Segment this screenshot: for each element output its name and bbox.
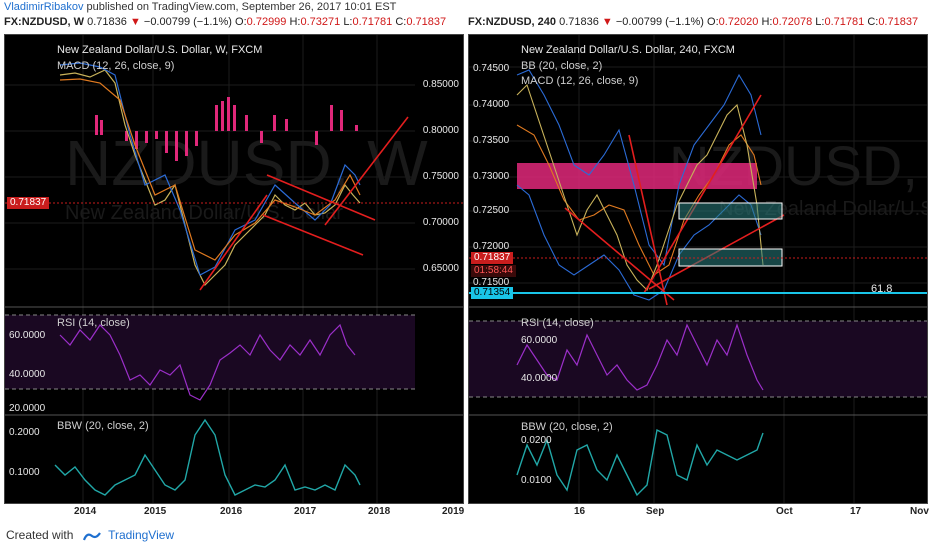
left-change: −0.00799 (−1.1%) (143, 16, 232, 28)
right-x-tick: Nov (910, 506, 929, 517)
right-bbw-label[interactable]: BBW (20, close, 2) (521, 421, 613, 433)
right-low: 0.71781 (824, 16, 865, 28)
left-price-series (59, 69, 361, 287)
right-x-tick: 16 (574, 506, 586, 517)
publication-header: VladimirRibakov published on TradingView… (0, 0, 932, 14)
left-x-tick: 2015 (144, 506, 167, 517)
footer: Created with TradingView (6, 528, 174, 542)
trendlines (199, 116, 409, 291)
left-price-tick: 0.80000 (422, 125, 459, 136)
right-symbol[interactable]: FX:NZDUSD, 240 (468, 16, 557, 28)
right-price-tick: 0.74500 (473, 63, 510, 74)
left-price-tick: 0.65000 (422, 263, 459, 274)
left-chart-title: New Zealand Dollar/U.S. Dollar, W, FXCM (57, 44, 263, 56)
right-chart-canvas[interactable]: NZDUSD, 240 New Zealand Dollar/U.S. Doll… (469, 35, 928, 504)
macd-histogram (95, 97, 358, 161)
left-rsi-tick: 60.0000 (9, 330, 46, 341)
left-rsi-label[interactable]: RSI (14, close) (57, 317, 130, 329)
right-bbw-tick: 0.0200 (521, 435, 552, 446)
right-bbw-tick: 0.0100 (521, 475, 552, 486)
tradingview-logo-icon[interactable] (82, 530, 101, 542)
left-rsi-tick: 40.0000 (9, 369, 46, 380)
right-price-tick: 0.73500 (473, 135, 510, 146)
macd-histogram (517, 163, 757, 189)
left-price-tag: 0.71837 (7, 197, 50, 209)
author-link[interactable]: VladimirRibakov (4, 1, 84, 13)
left-x-tick: 2019 (442, 506, 465, 517)
left-chart-panel[interactable]: NZDUSD, W New Zealand Dollar/U.S. Dollar (4, 34, 464, 504)
right-x-tick: 17 (850, 506, 862, 517)
left-low: 0.71781 (352, 16, 393, 28)
right-price-series (516, 83, 764, 291)
right-price-tag: 0.71837 (471, 252, 514, 264)
left-rsi-tick: 20.0000 (9, 403, 46, 414)
publication-info: published on TradingView.com, September … (86, 1, 397, 13)
left-price-tick: 0.75000 (422, 171, 459, 182)
right-price-tick: 0.74000 (473, 99, 510, 110)
right-price-tick: 0.71500 (473, 277, 510, 288)
right-close: 0.71837 (878, 16, 919, 28)
left-symbol[interactable]: FX:NZDUSD, W (4, 16, 85, 28)
left-high-label: H: (289, 16, 301, 28)
left-macd-label[interactable]: MACD (12, 26, close, 9) (57, 60, 175, 72)
left-x-tick: 2018 (368, 506, 391, 517)
right-rsi-line (516, 323, 764, 391)
left-high: 0.73271 (300, 16, 341, 28)
left-x-tick: 2017 (294, 506, 317, 517)
right-high-label: H: (761, 16, 773, 28)
left-symbol-bar: FX:NZDUSD, W 0.71836 ▼ −0.00799 (−1.1%) … (4, 15, 446, 29)
left-chart-canvas[interactable]: NZDUSD, W New Zealand Dollar/U.S. Dollar (5, 35, 464, 504)
left-open: 0.72999 (246, 16, 287, 28)
right-x-tick: Oct (776, 506, 793, 517)
left-rsi-line (59, 323, 356, 401)
right-bb-label[interactable]: BB (20, close, 2) (521, 60, 603, 72)
down-arrow-icon: ▼ (129, 16, 141, 28)
right-x-tick: Sep (646, 506, 665, 517)
right-change: −0.00799 (−1.1%) (615, 16, 704, 28)
right-close-label: C: (867, 16, 879, 28)
left-close: 0.71837 (406, 16, 447, 28)
left-watermark: NZDUSD, W (65, 127, 428, 199)
left-bbw-label[interactable]: BBW (20, close, 2) (57, 420, 149, 432)
tradingview-link[interactable]: TradingView (108, 528, 175, 542)
left-close-label: C: (395, 16, 407, 28)
right-chart-title: New Zealand Dollar/U.S. Dollar, 240, FXC… (521, 44, 735, 56)
right-rsi-tick: 40.0000 (521, 373, 558, 384)
left-last-price: 0.71836 (87, 16, 127, 28)
right-last-price: 0.71836 (559, 16, 599, 28)
left-x-tick: 2016 (220, 506, 243, 517)
right-low-label: L: (815, 16, 825, 28)
fib-level-label: 61.8 (871, 283, 893, 295)
resistance-zone[interactable] (678, 202, 783, 220)
left-price-tick: 0.85000 (422, 79, 459, 90)
right-high: 0.72078 (772, 16, 813, 28)
left-x-tick: 2014 (74, 506, 97, 517)
right-open-label: O: (707, 16, 719, 28)
down-arrow-icon: ▼ (601, 16, 613, 28)
created-with-label: Created with (6, 528, 74, 542)
right-chart-panel[interactable]: NZDUSD, 240 New Zealand Dollar/U.S. Doll… (468, 34, 928, 504)
left-bbw-line (54, 418, 361, 496)
left-open-label: O: (235, 16, 247, 28)
right-rsi-tick: 60.0000 (521, 335, 558, 346)
bar-countdown: 01:58:44 (471, 265, 516, 277)
left-low-label: L: (343, 16, 353, 28)
fib-price-tag: 0.71354 (471, 287, 514, 299)
right-open: 0.72020 (718, 16, 759, 28)
right-macd-label[interactable]: MACD (12, 26, close, 9) (521, 75, 639, 87)
right-price-tick: 0.72000 (473, 241, 510, 252)
right-price-tick: 0.72500 (473, 205, 510, 216)
left-price-tick: 0.70000 (422, 217, 459, 228)
left-bbw-tick: 0.2000 (9, 427, 40, 438)
right-price-tick: 0.73000 (473, 171, 510, 182)
left-bbw-tick: 0.1000 (9, 467, 40, 478)
right-rsi-label[interactable]: RSI (14, close) (521, 317, 594, 329)
right-symbol-bar: FX:NZDUSD, 240 0.71836 ▼ −0.00799 (−1.1%… (468, 15, 918, 29)
right-bbw-line (516, 428, 764, 497)
